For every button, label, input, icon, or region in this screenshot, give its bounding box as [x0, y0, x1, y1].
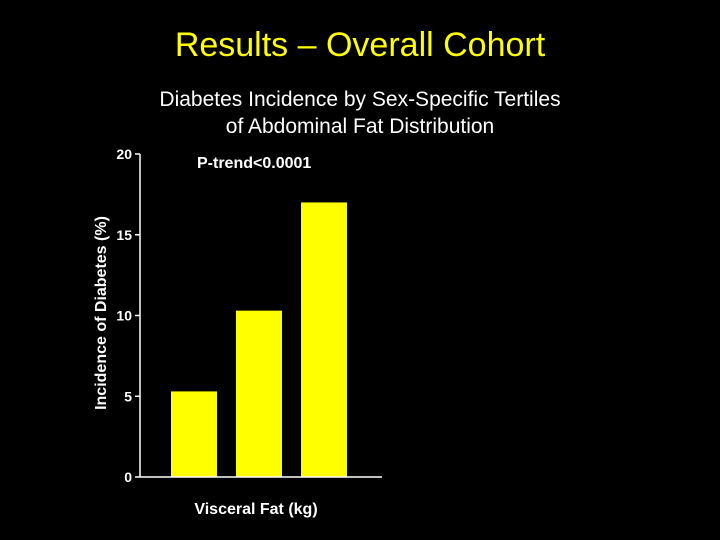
x-axis-label: Visceral Fat (kg) [194, 501, 317, 518]
slide-title: Results – Overall Cohort [174, 26, 546, 64]
y-tick-label: 0 [124, 469, 132, 485]
y-ticks-group: 0 5 10 15 20 [116, 146, 140, 485]
y-axis-label: Incidence of Diabetes (%) [93, 216, 110, 410]
subtitle-line-1: Diabetes Incidence by Sex-Specific Terti… [159, 88, 561, 111]
subtitle-line-2: of Abdominal Fat Distribution [225, 115, 495, 138]
bar-1 [171, 391, 217, 477]
bars-group [171, 202, 347, 477]
bar-3 [301, 202, 347, 477]
p-trend-annotation: P-trend<0.0001 [197, 155, 311, 172]
y-tick-label: 10 [116, 308, 132, 324]
y-tick-label: 15 [116, 227, 132, 243]
y-tick-label: 20 [116, 146, 132, 162]
slide-subtitle: Diabetes Incidence by Sex-Specific Terti… [0, 86, 720, 140]
y-tick-label: 5 [124, 388, 132, 404]
bar-2 [236, 310, 282, 477]
